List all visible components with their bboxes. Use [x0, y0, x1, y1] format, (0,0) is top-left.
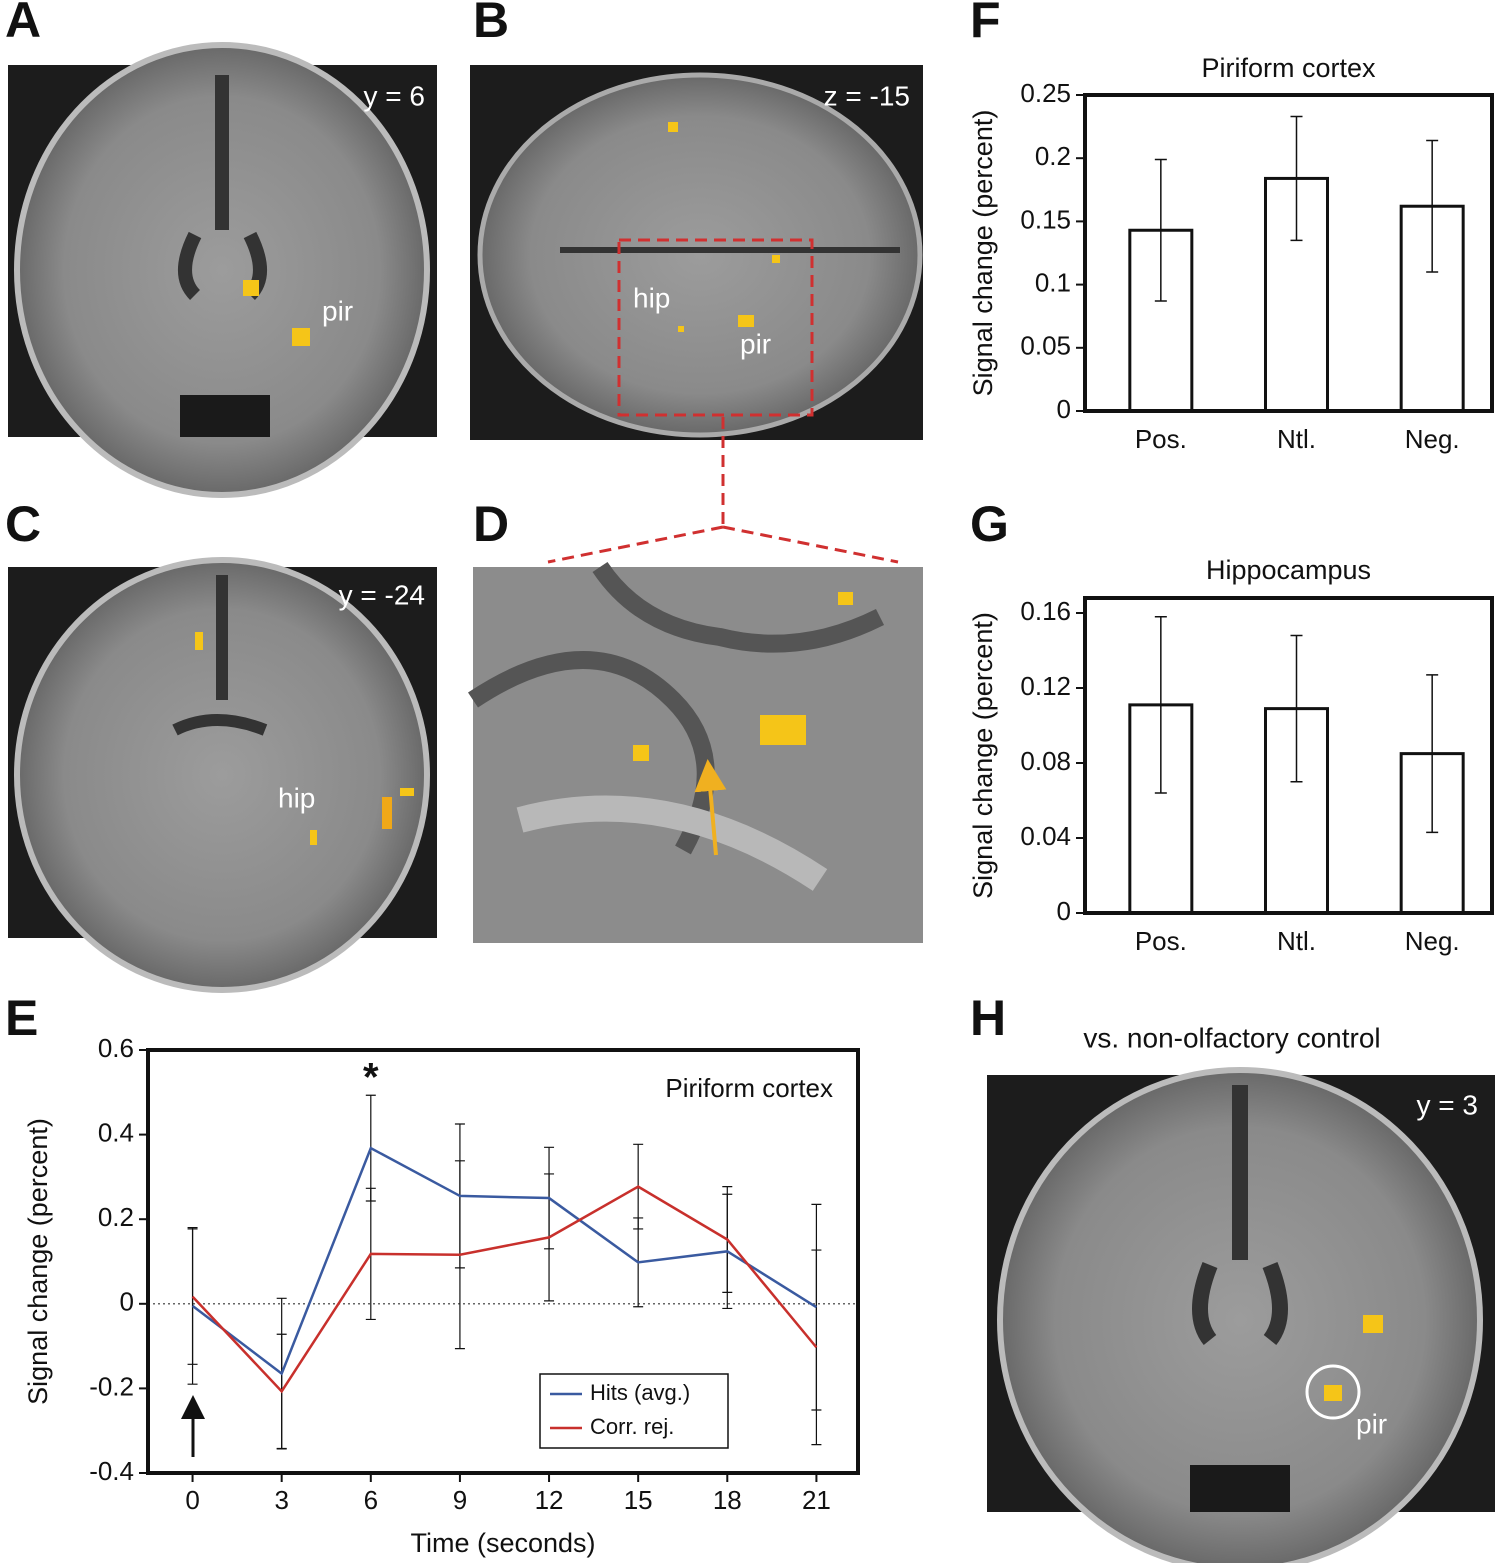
error-bar [1426, 674, 1439, 834]
y-tick-label: 0 [1057, 394, 1071, 424]
x-tick-label: 3 [274, 1485, 288, 1515]
region-label: pir [740, 328, 771, 359]
series-line [191, 1146, 818, 1376]
y-axis-label: Signal change (percent) [23, 1118, 53, 1405]
x-tick-label: 21 [802, 1485, 831, 1515]
slice-label: y = 3 [1417, 1089, 1478, 1120]
plot-frame [1083, 596, 1494, 915]
chart-title: Hippocampus [1206, 555, 1371, 585]
y-tick-label: 0.1 [1035, 267, 1071, 297]
y-tick-label: 0 [1057, 896, 1071, 926]
slice-label: y = -24 [339, 579, 425, 610]
chart-title: Piriform cortex [1201, 53, 1376, 83]
slice-label: z = -15 [824, 80, 910, 111]
error-bar [1426, 139, 1439, 273]
legend-box [539, 1373, 729, 1449]
brain-image [468, 561, 923, 943]
error-bar [811, 1249, 822, 1446]
y-tick-label: 0.25 [1020, 78, 1071, 108]
x-tick-label: 12 [535, 1485, 564, 1515]
y-axis-label: Signal change (percent) [968, 110, 998, 397]
y-tick-label: 0.4 [98, 1117, 134, 1147]
y-tick-label: 0.12 [1020, 671, 1071, 701]
x-tick-label: 15 [624, 1485, 653, 1515]
y-tick-label: 0.04 [1020, 821, 1071, 851]
panel-label: A [5, 0, 41, 48]
plot-frame [1083, 93, 1494, 413]
y-axis-label: Signal change (percent) [968, 612, 998, 899]
y-tick-label: 0.6 [98, 1033, 134, 1063]
y-tick-label: 0.2 [1035, 141, 1071, 171]
panel-label: B [473, 0, 509, 48]
y-tick-label: 0.08 [1020, 746, 1071, 776]
x-tick-label: Ntl. [1277, 926, 1316, 956]
error-bar [1290, 115, 1303, 242]
x-tick-label: Neg. [1405, 926, 1460, 956]
panel-label: F [970, 0, 1001, 48]
panel-label: E [5, 990, 38, 1046]
x-tick-label: 6 [364, 1485, 378, 1515]
y-tick-label: -0.4 [89, 1456, 134, 1486]
error-bar [1154, 158, 1167, 302]
x-tick-label: Neg. [1405, 424, 1460, 454]
panel-label: G [970, 496, 1009, 552]
x-tick-label: Pos. [1135, 926, 1187, 956]
x-axis-label: Time (seconds) [410, 1528, 595, 1558]
region-label: hip [278, 782, 315, 813]
brain-image [8, 42, 437, 498]
brain-image [8, 557, 437, 993]
slice-label: y = 6 [364, 80, 425, 111]
error-bar [187, 1228, 198, 1365]
y-tick-label: 0.15 [1020, 204, 1071, 234]
region-label: hip [633, 282, 670, 313]
panel-label: C [5, 496, 41, 552]
series-line [191, 1185, 818, 1394]
error-bar [1290, 634, 1303, 783]
plot-frame [146, 1048, 860, 1475]
y-tick-label: 0.16 [1020, 596, 1071, 626]
brain-image [987, 1067, 1495, 1563]
y-tick-label: 0.2 [98, 1202, 134, 1232]
region-label: pir [1356, 1408, 1387, 1439]
annotation: Piriform cortex [665, 1073, 833, 1103]
error-bar [1154, 616, 1167, 794]
panel-label: D [473, 496, 509, 552]
y-tick-label: 0.05 [1020, 331, 1071, 361]
panel-title: vs. non-olfactory control [1083, 1022, 1380, 1053]
significance-mark: * [363, 1056, 379, 1100]
y-tick-label: 0 [120, 1287, 134, 1317]
legend-label: Corr. rej. [590, 1414, 674, 1439]
y-tick-label: -0.2 [89, 1371, 134, 1401]
region-label: pir [322, 295, 353, 326]
x-tick-label: 18 [713, 1485, 742, 1515]
x-tick-label: 9 [453, 1485, 467, 1515]
x-tick-label: 0 [185, 1485, 199, 1515]
legend-label: Hits (avg.) [590, 1380, 690, 1405]
x-tick-label: Pos. [1135, 424, 1187, 454]
panel-label: H [970, 990, 1006, 1046]
x-tick-label: Ntl. [1277, 424, 1316, 454]
brain-image [470, 65, 923, 564]
